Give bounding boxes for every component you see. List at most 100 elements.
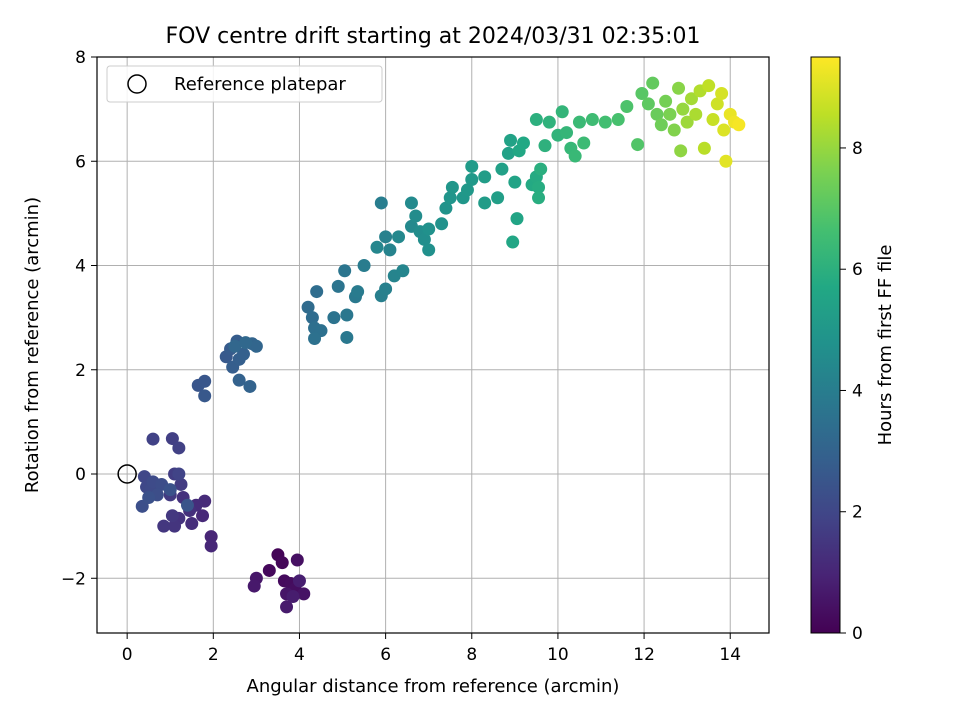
- data-point: [510, 212, 524, 226]
- plot-frame: [96, 56, 770, 634]
- x-tick-label: 12: [633, 645, 655, 665]
- data-point: [732, 118, 746, 132]
- data-point: [280, 600, 294, 614]
- data-point: [491, 191, 505, 205]
- data-point: [620, 100, 634, 114]
- data-point: [667, 123, 681, 137]
- grid-lines: [97, 56, 769, 633]
- data-point: [327, 311, 341, 325]
- data-point: [585, 113, 599, 127]
- data-point: [501, 146, 515, 160]
- colorbar-tick-label: 0: [852, 624, 863, 644]
- data-point: [146, 432, 160, 446]
- data-point: [572, 115, 586, 129]
- colorbar-tick-label: 6: [852, 260, 863, 280]
- data-point: [262, 563, 276, 577]
- data-point: [422, 243, 436, 257]
- data-point: [663, 107, 677, 121]
- data-point: [460, 183, 474, 197]
- data-point: [650, 107, 664, 121]
- data-point: [379, 230, 393, 244]
- data-point: [417, 232, 431, 246]
- data-point: [297, 587, 311, 601]
- data-point: [239, 336, 253, 350]
- data-point: [379, 282, 393, 296]
- colorbar-ticks: 0 2 4 6 8: [840, 139, 863, 644]
- data-point: [697, 141, 711, 155]
- data-point: [275, 556, 289, 570]
- data-point: [404, 196, 418, 210]
- x-axis-ticks: 0 2 4 6 8 10 12 14: [122, 633, 741, 665]
- x-tick-label: 14: [719, 645, 741, 665]
- data-point: [542, 115, 556, 129]
- x-tick-label: 10: [547, 645, 569, 665]
- data-point: [715, 86, 729, 100]
- y-tick-label: 8: [75, 48, 86, 68]
- data-point: [340, 308, 354, 322]
- data-point: [383, 243, 397, 257]
- legend-entry-label: Reference platepar: [174, 74, 346, 95]
- colorbar-label: Hours from first FF file: [875, 245, 896, 446]
- data-point: [516, 136, 530, 150]
- y-tick-label: 4: [75, 257, 86, 277]
- data-point: [172, 467, 186, 481]
- data-point: [506, 235, 520, 249]
- x-tick-label: 2: [208, 645, 219, 665]
- data-point: [654, 118, 668, 132]
- data-point: [504, 133, 518, 147]
- data-point: [236, 347, 250, 361]
- data-point: [568, 149, 582, 163]
- data-point: [532, 191, 546, 205]
- data-point: [555, 105, 569, 119]
- data-point: [198, 374, 212, 388]
- data-point: [357, 259, 371, 273]
- data-point: [370, 240, 384, 254]
- data-point: [676, 102, 690, 116]
- data-point: [165, 509, 179, 523]
- data-point: [292, 574, 306, 588]
- data-point: [702, 79, 716, 93]
- data-point: [674, 144, 688, 158]
- data-point: [532, 180, 546, 194]
- data-point: [659, 94, 673, 108]
- data-point: [308, 331, 322, 345]
- data-point: [641, 97, 655, 111]
- data-point: [305, 311, 319, 325]
- data-point: [247, 579, 261, 593]
- data-point: [331, 279, 345, 293]
- y-tick-label: 2: [75, 361, 86, 381]
- data-point: [157, 519, 171, 533]
- data-point: [351, 285, 365, 299]
- data-point: [422, 222, 436, 236]
- data-point: [374, 196, 388, 210]
- data-point: [204, 530, 218, 544]
- legend: Reference platepar: [106, 65, 383, 103]
- colorbar-tick-label: 4: [852, 381, 863, 401]
- y-axis-label: Rotation from reference (arcmin): [22, 197, 43, 493]
- data-point: [310, 285, 324, 299]
- data-point: [232, 373, 246, 387]
- data-point: [598, 115, 612, 129]
- x-tick-label: 0: [122, 645, 133, 665]
- data-point: [635, 86, 649, 100]
- data-point: [538, 139, 552, 153]
- data-point: [163, 483, 177, 497]
- data-point: [465, 159, 479, 173]
- y-axis-ticks: −2 0 2 4 6 8: [61, 48, 97, 589]
- data-point: [243, 379, 257, 393]
- data-points: [135, 76, 746, 614]
- colorbar-tick-label: 2: [852, 503, 863, 523]
- data-point: [508, 175, 522, 189]
- data-point: [180, 498, 194, 512]
- data-point: [198, 389, 212, 403]
- data-point: [445, 180, 459, 194]
- data-point: [631, 138, 645, 152]
- y-tick-label: 6: [75, 152, 86, 172]
- data-point: [611, 113, 625, 127]
- data-point: [478, 170, 492, 184]
- x-tick-label: 4: [294, 645, 305, 665]
- data-point: [172, 441, 186, 455]
- data-point: [534, 162, 548, 176]
- data-point: [185, 517, 199, 531]
